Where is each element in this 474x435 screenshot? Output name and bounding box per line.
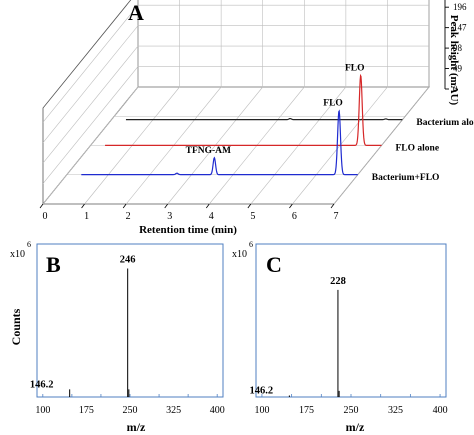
panel-a-y-tick-label: 196 (453, 2, 467, 12)
panel-a-x-ticks: 0 1 2 3 4 5 6 7 (39, 203, 339, 222)
panel-a-x-tick (164, 203, 169, 209)
panel-a-x-tick-label: 6 (292, 211, 297, 222)
panel-a-y-axis-label: Peak height (mAU) (448, 15, 460, 106)
panel-a-x-tick (330, 203, 335, 209)
panel-a-letter: A (128, 0, 144, 25)
panel-a-grid-line (42, 45, 139, 164)
panel-a-x-axis-label: Retention time (min) (139, 224, 237, 236)
panel-a-peak-label: FLO (323, 99, 343, 109)
panel-a-x-tick-label: 0 (43, 211, 48, 222)
panel-a-peak-labels: FLO TFNG-AM FLO (186, 63, 365, 155)
panel-a-x-tick (247, 203, 252, 209)
panel-b-peak-label: 146.2 (30, 379, 54, 390)
panel-a-y-tick-label: 49 (453, 64, 463, 74)
panel-c-x-tick-label: 250 (344, 405, 359, 416)
panel-c-x-tick-label: 400 (433, 405, 448, 416)
panel-a-x-tick-label: 1 (84, 211, 89, 222)
panel-c-peaks: 146.2 228 (250, 276, 346, 397)
panel-a-series-label: FLO alone (396, 144, 440, 154)
panel-b-y-axis-label: Counts (9, 308, 23, 345)
panel-a-x-tick-label: 3 (167, 211, 172, 222)
panel-a-left-wall (42, 0, 139, 206)
panel-a-y-tick-label: 0 (453, 84, 458, 94)
panel-a-grid-line (42, 66, 139, 184)
panel-c-x-tick-label: 325 (388, 405, 403, 416)
panel-a-x-tick (39, 203, 44, 209)
panel-c-x-ticks: 100 175 250 325 400 (254, 394, 448, 416)
panel-b-x-tick-label: 250 (123, 405, 138, 416)
panel-b-x-tick-label: 100 (35, 405, 50, 416)
panel-a-series-line (81, 109, 358, 176)
panel-b-x-tick-label: 175 (79, 405, 94, 416)
panel-a-y-tick-label: 98 (453, 43, 463, 53)
panel-a-peak-label: TFNG-AM (186, 146, 231, 156)
panel-a-x-tick-label: 2 (126, 211, 131, 222)
panel-a-x-tick-label: 5 (250, 211, 255, 222)
panel-a-waterfall-chart: 0 1 2 3 4 5 6 7 0 49 98 147 196 Bacterium alone FLO … (39, 0, 474, 236)
panel-a-series-labels: Bacterium alone FLO alone Bacterium+FLO (372, 118, 474, 183)
panel-b-peak-label: 246 (120, 254, 136, 265)
panel-a-series-line (125, 117, 403, 121)
panel-a-y-tick-label: 147 (453, 23, 467, 33)
panel-a-x-tick-label: 7 (334, 211, 339, 222)
panel-a-x-tick-label: 4 (209, 211, 214, 222)
panel-a-x-tick (81, 203, 85, 209)
panel-b-x-tick-label: 325 (166, 405, 181, 416)
panel-a-back-wall (137, 0, 430, 88)
panel-b-letter: B (46, 252, 61, 277)
panel-b-x-axis-label: m/z (127, 420, 146, 434)
panel-a-series-line (105, 73, 382, 146)
panel-a-x-tick (122, 203, 127, 209)
panel-c-plot-frame (255, 243, 447, 398)
panel-a-y-ticks: 0 49 98 147 196 (444, 0, 467, 94)
panel-b-peaks: 146.2 246 (30, 254, 136, 397)
panel-c-x-axis-label: m/z (346, 420, 365, 434)
panel-b-x-tick-label: 400 (210, 405, 225, 416)
panel-a-series (81, 73, 403, 176)
panel-c-letter: C (266, 252, 282, 277)
panel-c-y-scale-label: x10 (232, 249, 247, 260)
panel-a-grid-line (42, 5, 139, 123)
panel-c-peak-label: 228 (330, 276, 346, 287)
panel-c-peak-label: 146.2 (250, 385, 274, 396)
panel-a-x-tick (205, 203, 210, 209)
panel-a-peak-label: FLO (345, 63, 365, 73)
panel-c-x-tick-label: 175 (299, 405, 314, 416)
panel-a-grid-line (42, 25, 139, 143)
panel-b-y-scale-exponent: 6 (27, 240, 31, 249)
panel-a-series-label: Bacterium alone (416, 118, 474, 128)
panel-b-x-ticks: 100 175 250 325 400 (35, 394, 225, 416)
panel-b-plot-frame (36, 243, 224, 398)
panel-c-x-tick-label: 100 (254, 405, 269, 416)
panel-c-mass-spectrum: 100 175 250 325 400 146.2 228 C x10 6 m/z (232, 240, 448, 434)
panel-c-y-scale-exponent: 6 (249, 240, 253, 249)
panel-b-y-scale-label: x10 (10, 249, 25, 260)
panel-a-x-tick (289, 203, 293, 209)
panel-a-series-label: Bacterium+FLO (372, 173, 440, 183)
